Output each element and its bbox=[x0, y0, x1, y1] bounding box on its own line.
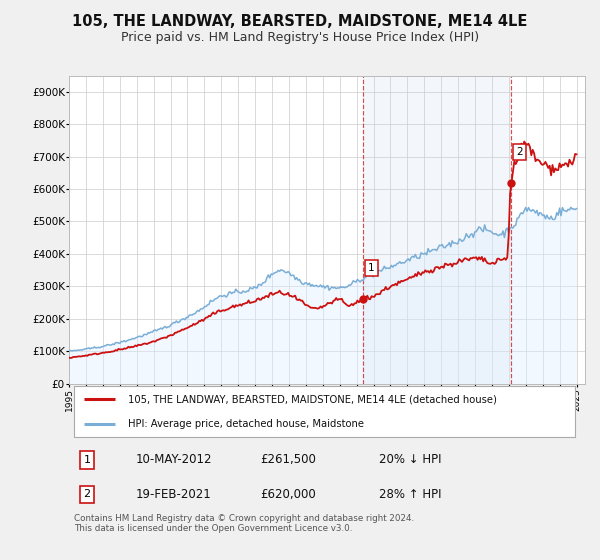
Text: HPI: Average price, detached house, Maidstone: HPI: Average price, detached house, Maid… bbox=[128, 419, 364, 429]
Text: 10-MAY-2012: 10-MAY-2012 bbox=[136, 454, 212, 466]
Bar bbox=[363, 76, 511, 384]
Text: 2: 2 bbox=[516, 147, 523, 157]
Text: 20% ↓ HPI: 20% ↓ HPI bbox=[379, 454, 441, 466]
Text: 19-FEB-2021: 19-FEB-2021 bbox=[136, 488, 212, 501]
Text: Price paid vs. HM Land Registry's House Price Index (HPI): Price paid vs. HM Land Registry's House … bbox=[121, 31, 479, 44]
FancyBboxPatch shape bbox=[74, 386, 575, 437]
Text: 28% ↑ HPI: 28% ↑ HPI bbox=[379, 488, 441, 501]
Text: 1: 1 bbox=[83, 455, 91, 465]
Text: 2: 2 bbox=[83, 489, 91, 499]
Text: £261,500: £261,500 bbox=[260, 454, 316, 466]
Text: £620,000: £620,000 bbox=[260, 488, 316, 501]
Text: 105, THE LANDWAY, BEARSTED, MAIDSTONE, ME14 4LE (detached house): 105, THE LANDWAY, BEARSTED, MAIDSTONE, M… bbox=[128, 394, 497, 404]
Text: 105, THE LANDWAY, BEARSTED, MAIDSTONE, ME14 4LE: 105, THE LANDWAY, BEARSTED, MAIDSTONE, M… bbox=[73, 14, 527, 29]
Text: 1: 1 bbox=[368, 263, 374, 273]
Text: Contains HM Land Registry data © Crown copyright and database right 2024.
This d: Contains HM Land Registry data © Crown c… bbox=[74, 514, 414, 534]
